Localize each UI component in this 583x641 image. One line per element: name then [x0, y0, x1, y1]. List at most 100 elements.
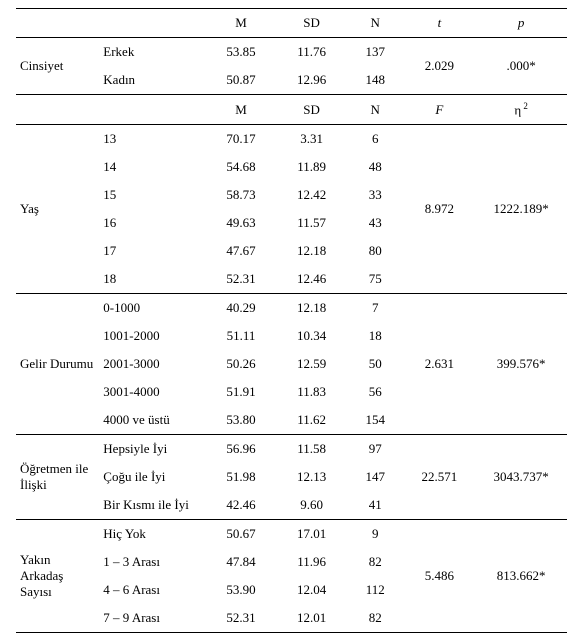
eta-cell: 3043.737*: [475, 435, 567, 520]
n-cell: 9: [347, 520, 404, 549]
cat-cell: 0-1000: [99, 294, 205, 323]
sd-cell: 3.31: [276, 125, 347, 154]
m-cell: 51.91: [206, 378, 277, 406]
header-t: t: [403, 9, 475, 38]
table-row: Cinsiyet Erkek 53.85 11.76 137 2.029 .00…: [16, 38, 567, 67]
sd-cell: 12.46: [276, 265, 347, 294]
cat-cell: 17: [99, 237, 205, 265]
table-row: Gelir Durumu 0-1000 40.29 12.18 7 2.631 …: [16, 294, 567, 323]
n-cell: 33: [347, 181, 404, 209]
eta-cell: 1222.189*: [475, 125, 567, 294]
n-cell: 112: [347, 576, 404, 604]
n-cell: 41: [347, 491, 404, 520]
header-sd: SD: [276, 9, 347, 38]
sd-cell: 11.76: [276, 38, 347, 67]
table-row: Öğretmen ile İlişki Hepsiyle İyi 56.96 1…: [16, 435, 567, 464]
t-cell: 2.029: [403, 38, 475, 95]
m-cell: 52.31: [206, 604, 277, 633]
n-cell: 7: [347, 294, 404, 323]
sd-cell: 11.58: [276, 435, 347, 464]
m-cell: 56.96: [206, 435, 277, 464]
cat-cell: 4000 ve üstü: [99, 406, 205, 435]
n-cell: 137: [347, 38, 404, 67]
header-m-2: M: [206, 95, 277, 125]
sd-cell: 12.01: [276, 604, 347, 633]
cat-cell: 7 – 9 Arası: [99, 604, 205, 633]
n-cell: 148: [347, 66, 404, 95]
sd-cell: 17.01: [276, 520, 347, 549]
header-f: F: [403, 95, 475, 125]
n-cell: 56: [347, 378, 404, 406]
cat-cell: 1001-2000: [99, 322, 205, 350]
m-cell: 40.29: [206, 294, 277, 323]
sd-cell: 12.18: [276, 294, 347, 323]
n-cell: 50: [347, 350, 404, 378]
var-gelir: Gelir Durumu: [16, 294, 99, 435]
header-sd-2: SD: [276, 95, 347, 125]
n-cell: 6: [347, 125, 404, 154]
sd-cell: 12.18: [276, 237, 347, 265]
var-cinsiyet: Cinsiyet: [16, 38, 99, 95]
sd-cell: 12.59: [276, 350, 347, 378]
stats-table: M SD N t p Cinsiyet Erkek 53.85 11.76 13…: [16, 8, 567, 633]
m-cell: 49.63: [206, 209, 277, 237]
table-row: Yakın Arkadaş Sayısı Hiç Yok 50.67 17.01…: [16, 520, 567, 549]
m-cell: 50.87: [206, 66, 277, 95]
m-cell: 50.67: [206, 520, 277, 549]
cat-cell: Çoğu ile İyi: [99, 463, 205, 491]
eta-cell: 399.576*: [475, 294, 567, 435]
n-cell: 147: [347, 463, 404, 491]
n-cell: 43: [347, 209, 404, 237]
var-ogretmen: Öğretmen ile İlişki: [16, 435, 99, 520]
cat-cell: Bir Kısmı ile İyi: [99, 491, 205, 520]
m-cell: 58.73: [206, 181, 277, 209]
n-cell: 18: [347, 322, 404, 350]
m-cell: 50.26: [206, 350, 277, 378]
cat-cell: Kadın: [99, 66, 205, 95]
cat-cell: Erkek: [99, 38, 205, 67]
sd-cell: 11.96: [276, 548, 347, 576]
m-cell: 53.85: [206, 38, 277, 67]
m-cell: 42.46: [206, 491, 277, 520]
cat-cell: Hiç Yok: [99, 520, 205, 549]
cat-cell: 2001-3000: [99, 350, 205, 378]
n-cell: 82: [347, 604, 404, 633]
m-cell: 47.84: [206, 548, 277, 576]
n-cell: 154: [347, 406, 404, 435]
sd-cell: 12.96: [276, 66, 347, 95]
sd-cell: 9.60: [276, 491, 347, 520]
sd-cell: 11.57: [276, 209, 347, 237]
cat-cell: 3001-4000: [99, 378, 205, 406]
n-cell: 48: [347, 153, 404, 181]
cat-cell: Hepsiyle İyi: [99, 435, 205, 464]
sd-cell: 11.89: [276, 153, 347, 181]
cat-cell: 13: [99, 125, 205, 154]
cat-cell: 16: [99, 209, 205, 237]
m-cell: 53.90: [206, 576, 277, 604]
header-n: N: [347, 9, 404, 38]
m-cell: 54.68: [206, 153, 277, 181]
m-cell: 70.17: [206, 125, 277, 154]
cat-cell: 1 – 3 Arası: [99, 548, 205, 576]
cat-cell: 15: [99, 181, 205, 209]
cat-cell: 14: [99, 153, 205, 181]
header-row-2: M SD N F η 2: [16, 95, 567, 125]
eta-cell: 813.662*: [475, 520, 567, 633]
n-cell: 80: [347, 237, 404, 265]
sd-cell: 12.42: [276, 181, 347, 209]
f-cell: 2.631: [403, 294, 475, 435]
n-cell: 75: [347, 265, 404, 294]
header-row-1: M SD N t p: [16, 9, 567, 38]
header-m: M: [206, 9, 277, 38]
m-cell: 47.67: [206, 237, 277, 265]
n-cell: 82: [347, 548, 404, 576]
p-cell: .000*: [475, 38, 567, 95]
table-row: Yaş 13 70.17 3.31 6 8.972 1222.189*: [16, 125, 567, 154]
f-cell: 22.571: [403, 435, 475, 520]
var-yas: Yaş: [16, 125, 99, 294]
m-cell: 53.80: [206, 406, 277, 435]
var-arkadas: Yakın Arkadaş Sayısı: [16, 520, 99, 633]
m-cell: 51.11: [206, 322, 277, 350]
f-cell: 8.972: [403, 125, 475, 294]
sd-cell: 11.62: [276, 406, 347, 435]
